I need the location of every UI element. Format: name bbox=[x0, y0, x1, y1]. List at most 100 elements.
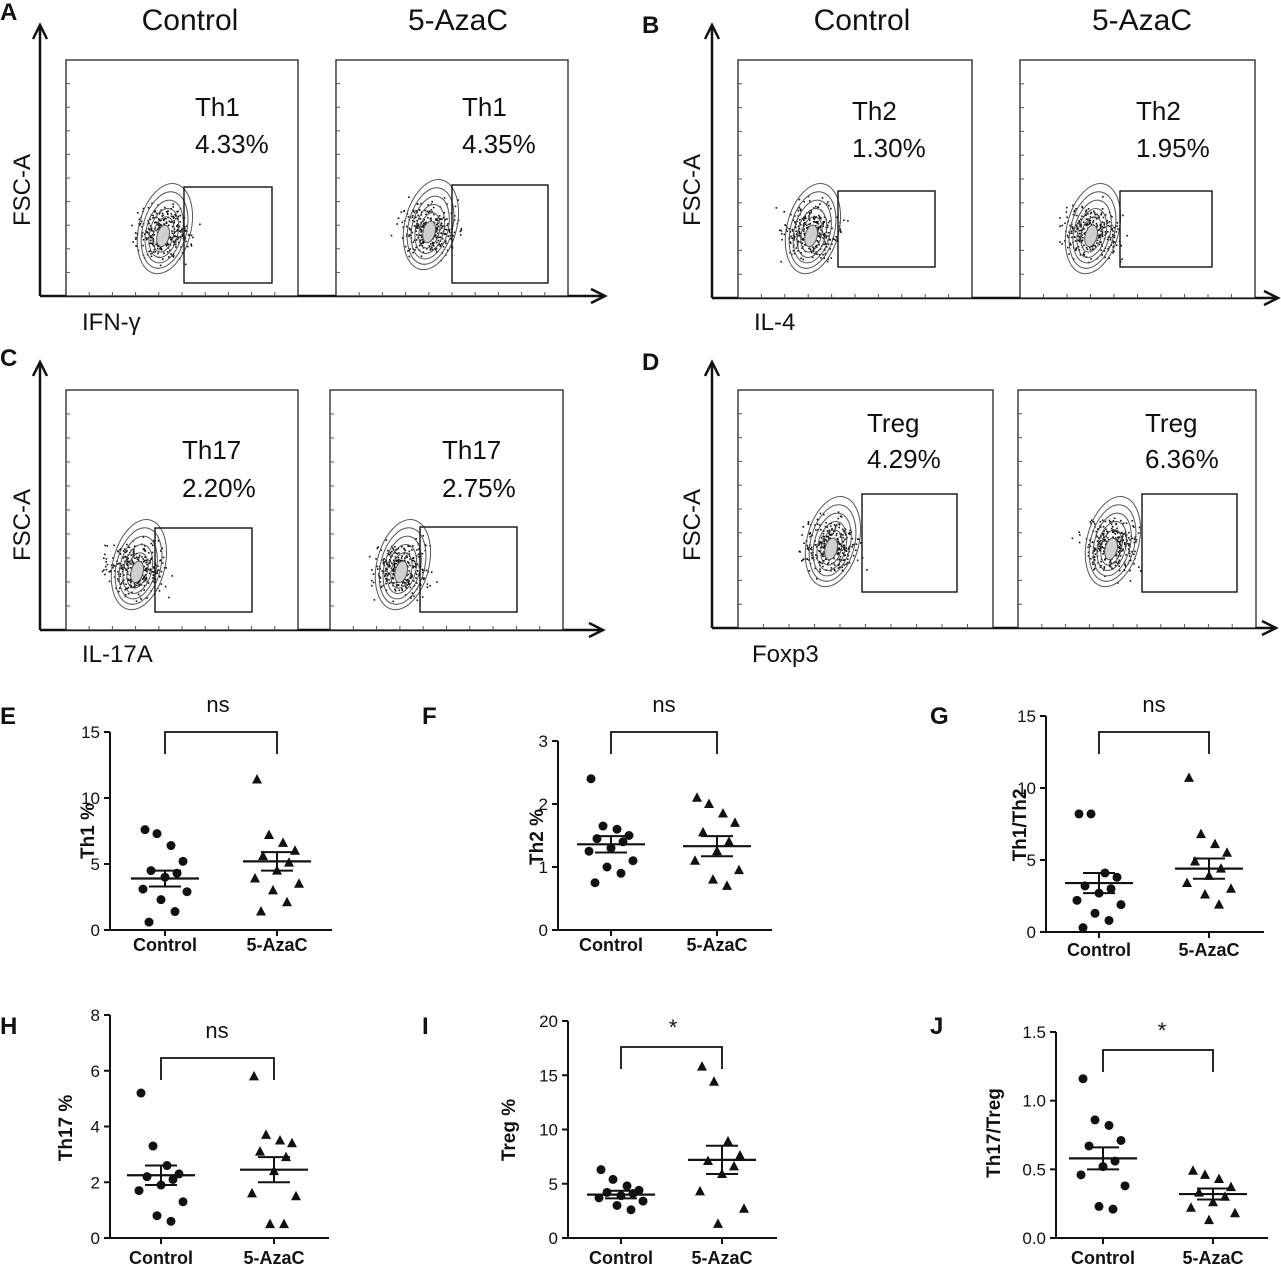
event-dot bbox=[827, 563, 829, 565]
event-dot bbox=[136, 582, 138, 584]
event-dot bbox=[386, 563, 388, 566]
event-dot bbox=[803, 218, 805, 221]
data-point-circle bbox=[182, 887, 192, 897]
event-dot bbox=[1132, 525, 1134, 527]
event-dot bbox=[1109, 565, 1112, 568]
data-point-circle bbox=[168, 1174, 178, 1184]
event-dot bbox=[842, 536, 844, 539]
y-tick-label: 15 bbox=[81, 723, 100, 742]
event-dot bbox=[1077, 235, 1079, 237]
event-dot bbox=[431, 211, 433, 213]
event-dot bbox=[394, 566, 396, 568]
event-dot bbox=[172, 216, 175, 218]
plot-frame bbox=[65, 59, 299, 297]
event-dot bbox=[179, 221, 181, 223]
gate-box bbox=[861, 493, 958, 593]
event-dot bbox=[1093, 523, 1096, 525]
series-control bbox=[1069, 1074, 1137, 1214]
panel-letter-g: G bbox=[930, 703, 949, 730]
event-dot bbox=[824, 241, 826, 243]
event-dot bbox=[1112, 246, 1114, 249]
event-dot bbox=[147, 582, 150, 584]
event-dot bbox=[823, 539, 826, 542]
event-dot bbox=[408, 550, 411, 553]
event-dot bbox=[154, 221, 156, 224]
x-axis-label: IFN-γ bbox=[82, 309, 141, 336]
event-dot bbox=[836, 558, 839, 561]
data-point-circle bbox=[1094, 1201, 1104, 1211]
event-dot bbox=[1099, 227, 1101, 230]
contour-ring bbox=[390, 552, 413, 589]
data-point-circle bbox=[1106, 884, 1116, 894]
event-dot bbox=[422, 578, 425, 581]
event-dot bbox=[813, 207, 815, 209]
event-dot bbox=[141, 578, 144, 580]
x-tick-label: 5-AzaC bbox=[1182, 1248, 1243, 1268]
event-dot bbox=[150, 227, 153, 229]
event-dot bbox=[799, 241, 801, 243]
event-dot bbox=[838, 523, 841, 526]
event-dot bbox=[818, 235, 821, 237]
event-dot bbox=[1123, 569, 1126, 572]
event-dot bbox=[401, 582, 404, 584]
event-dot bbox=[797, 250, 799, 252]
significance-bracket bbox=[610, 731, 718, 754]
event-dot bbox=[426, 583, 429, 585]
event-dot bbox=[1099, 521, 1102, 523]
event-dot bbox=[385, 560, 387, 563]
event-dot bbox=[814, 540, 816, 542]
event-dot bbox=[836, 216, 838, 218]
panel-letter-h: H bbox=[0, 1013, 17, 1040]
event-dot bbox=[811, 256, 814, 259]
event-dot bbox=[835, 524, 838, 526]
x-tick-label: 5-AzaC bbox=[691, 1248, 752, 1268]
event-dot bbox=[397, 584, 400, 587]
event-dot bbox=[166, 210, 168, 213]
event-dot bbox=[833, 564, 836, 566]
event-dot bbox=[827, 561, 830, 564]
event-dot bbox=[426, 586, 429, 588]
event-dot bbox=[795, 233, 798, 235]
event-dot bbox=[792, 249, 795, 252]
event-dot bbox=[414, 562, 417, 565]
event-dot bbox=[819, 550, 821, 553]
event-dot bbox=[385, 539, 388, 541]
x-tick-label: 5-AzaC bbox=[1178, 940, 1239, 960]
event-dot bbox=[179, 214, 182, 217]
event-dot bbox=[780, 230, 783, 232]
event-dot bbox=[408, 570, 411, 572]
data-point-circle bbox=[138, 884, 148, 894]
panel-letter-f: F bbox=[422, 703, 437, 730]
event-dot bbox=[448, 228, 450, 231]
event-dot bbox=[413, 580, 415, 582]
event-dot bbox=[1117, 561, 1120, 563]
event-dot bbox=[835, 532, 838, 535]
event-dot bbox=[814, 217, 817, 219]
significance-label: ns bbox=[1142, 692, 1165, 717]
event-dot bbox=[836, 552, 839, 555]
gate-population-label: Th1 bbox=[462, 92, 507, 122]
event-dot bbox=[1082, 236, 1084, 239]
event-dot bbox=[440, 227, 443, 229]
event-dot bbox=[1106, 537, 1109, 539]
significance-bracket bbox=[1102, 1049, 1214, 1072]
event-dot bbox=[1113, 517, 1116, 520]
event-dot bbox=[406, 579, 408, 582]
event-dot bbox=[1091, 248, 1094, 250]
data-point-triangle bbox=[247, 1187, 257, 1198]
event-dot bbox=[835, 239, 837, 241]
event-dot bbox=[827, 258, 829, 261]
data-point-circle bbox=[598, 821, 608, 831]
data-point-circle bbox=[612, 1200, 622, 1210]
x-tick-label: 5-AzaC bbox=[686, 935, 747, 955]
event-dot bbox=[789, 251, 791, 254]
event-dot bbox=[1113, 234, 1116, 237]
event-dot bbox=[126, 558, 128, 561]
event-dot bbox=[1090, 557, 1092, 560]
event-dot bbox=[1098, 216, 1100, 219]
event-dot bbox=[392, 573, 395, 575]
event-dot bbox=[108, 580, 111, 583]
event-dot bbox=[1097, 235, 1099, 237]
